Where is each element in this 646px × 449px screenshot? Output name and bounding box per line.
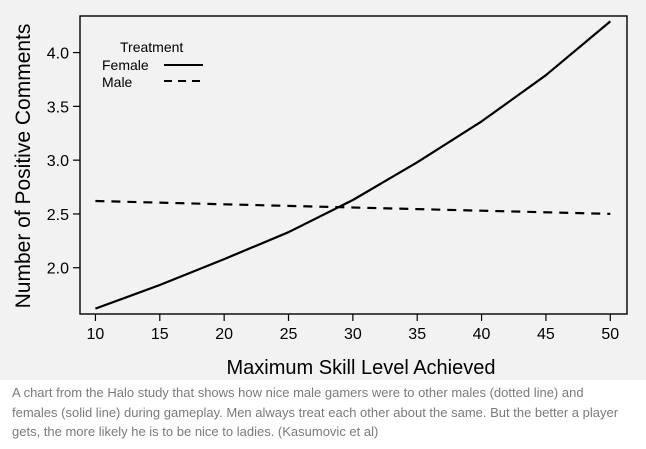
x-axis-label: Maximum Skill Level Achieved <box>227 357 496 379</box>
x-tick-label: 30 <box>344 326 362 343</box>
series-lines <box>95 20 612 310</box>
series-line-female <box>95 20 612 310</box>
y-tick-label: 2.0 <box>47 261 69 278</box>
y-tick-label: 2.5 <box>47 207 69 224</box>
legend: Treatment Female Male <box>102 39 203 90</box>
x-tick-label: 10 <box>87 326 105 343</box>
y-tick-label: 4.0 <box>47 46 69 63</box>
figure-caption: A chart from the Halo study that shows h… <box>12 385 619 439</box>
x-tick-label: 15 <box>151 326 169 343</box>
legend-title: Treatment <box>120 39 183 55</box>
x-tick-label: 45 <box>537 326 555 343</box>
series-line-male <box>95 199 611 215</box>
plot-frame <box>79 15 628 315</box>
legend-label-male: Male <box>102 74 133 90</box>
y-tick-label: 3.5 <box>47 99 69 116</box>
line-chart: 10 15 20 25 30 35 40 45 50 2.0 2.5 3.0 3.5 4.0 Numbe… <box>12 15 628 379</box>
x-tick-label: 40 <box>473 326 491 343</box>
x-tick-label: 25 <box>280 326 298 343</box>
legend-label-female: Female <box>102 57 149 73</box>
y-axis-label: Number of Positive Comments <box>12 24 35 309</box>
x-tick-label: 50 <box>601 326 619 343</box>
y-axis-ticks: 2.0 2.5 3.0 3.5 4.0 <box>47 46 80 278</box>
y-tick-label: 3.0 <box>47 153 69 170</box>
x-axis-ticks: 10 15 20 25 30 35 40 45 50 <box>87 314 619 343</box>
chart-figure: 10 15 20 25 30 35 40 45 50 2.0 2.5 3.0 3.5 4.0 Numbe… <box>0 0 646 380</box>
x-tick-label: 35 <box>408 326 426 343</box>
x-tick-label: 20 <box>215 326 233 343</box>
